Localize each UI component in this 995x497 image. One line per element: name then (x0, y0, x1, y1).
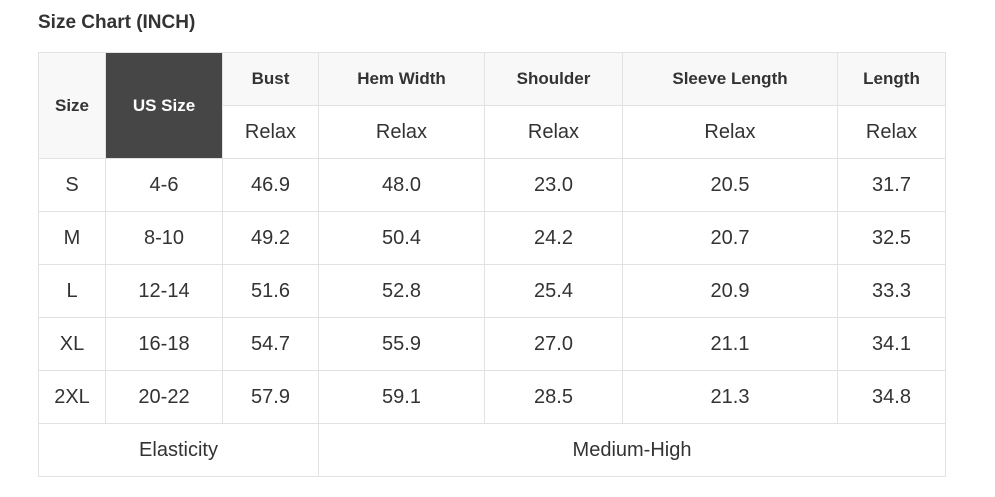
subheader-row: Relax Relax Relax Relax Relax (39, 105, 946, 159)
table-cell: 52.8 (318, 264, 485, 318)
table-row: L 12-14 51.6 52.8 25.4 20.9 33.3 (38, 264, 946, 318)
table-row: XL 16-18 54.7 55.9 27.0 21.1 34.1 (38, 317, 946, 371)
elasticity-label: Elasticity (38, 423, 319, 477)
header-us-size: US Size (105, 52, 223, 159)
subheader-cell: Relax (837, 105, 946, 159)
table-cell: 28.5 (484, 370, 623, 424)
footer-row: Elasticity Medium-High (38, 423, 946, 477)
table-cell: 21.1 (622, 317, 838, 371)
table-cell: 25.4 (484, 264, 623, 318)
table-cell: 12-14 (105, 264, 223, 318)
table-cell: 50.4 (318, 211, 485, 265)
size-chart-table: Size US Size Bust Hem Width Shoulder Sle… (38, 52, 946, 477)
header-size: Size (38, 52, 106, 159)
subheader-cell: Relax (222, 105, 319, 159)
table-cell: 54.7 (222, 317, 319, 371)
table-cell: 48.0 (318, 158, 485, 212)
header-shoulder: Shoulder (484, 52, 623, 106)
table-row: S 4-6 46.9 48.0 23.0 20.5 31.7 (38, 158, 946, 212)
header-row: Size US Size Bust Hem Width Shoulder Sle… (38, 52, 946, 159)
subheader-cell: Relax (484, 105, 623, 159)
table-cell: M (38, 211, 106, 265)
table-cell: 57.9 (222, 370, 319, 424)
table-cell: 2XL (38, 370, 106, 424)
table-cell: 16-18 (105, 317, 223, 371)
table-cell: 31.7 (837, 158, 946, 212)
table-cell: 34.8 (837, 370, 946, 424)
header-bust: Bust (222, 52, 319, 106)
table-cell: 34.1 (837, 317, 946, 371)
table-cell: 27.0 (484, 317, 623, 371)
table-cell: 55.9 (318, 317, 485, 371)
header-sleeve-length: Sleeve Length (622, 52, 838, 106)
table-row: M 8-10 49.2 50.4 24.2 20.7 32.5 (38, 211, 946, 265)
table-cell: 24.2 (484, 211, 623, 265)
table-cell: 51.6 (222, 264, 319, 318)
table-cell: 20.5 (622, 158, 838, 212)
elasticity-value: Medium-High (318, 423, 946, 477)
table-cell: 33.3 (837, 264, 946, 318)
table-cell: L (38, 264, 106, 318)
table-cell: 59.1 (318, 370, 485, 424)
table-cell: 4-6 (105, 158, 223, 212)
table-row: 2XL 20-22 57.9 59.1 28.5 21.3 34.8 (38, 370, 946, 424)
table-cell: 8-10 (105, 211, 223, 265)
table-cell: 32.5 (837, 211, 946, 265)
table-cell: 46.9 (222, 158, 319, 212)
subheader-cell: Relax (622, 105, 838, 159)
table-cell: 20-22 (105, 370, 223, 424)
header-hem-width: Hem Width (318, 52, 485, 106)
table-cell: 23.0 (484, 158, 623, 212)
table-cell: S (38, 158, 106, 212)
page-title: Size Chart (INCH) (38, 12, 196, 33)
table-cell: 20.7 (622, 211, 838, 265)
table-cell: XL (38, 317, 106, 371)
header-length: Length (837, 52, 946, 106)
table-cell: 20.9 (622, 264, 838, 318)
subheader-cell: Relax (318, 105, 485, 159)
table-cell: 21.3 (622, 370, 838, 424)
table-cell: 49.2 (222, 211, 319, 265)
